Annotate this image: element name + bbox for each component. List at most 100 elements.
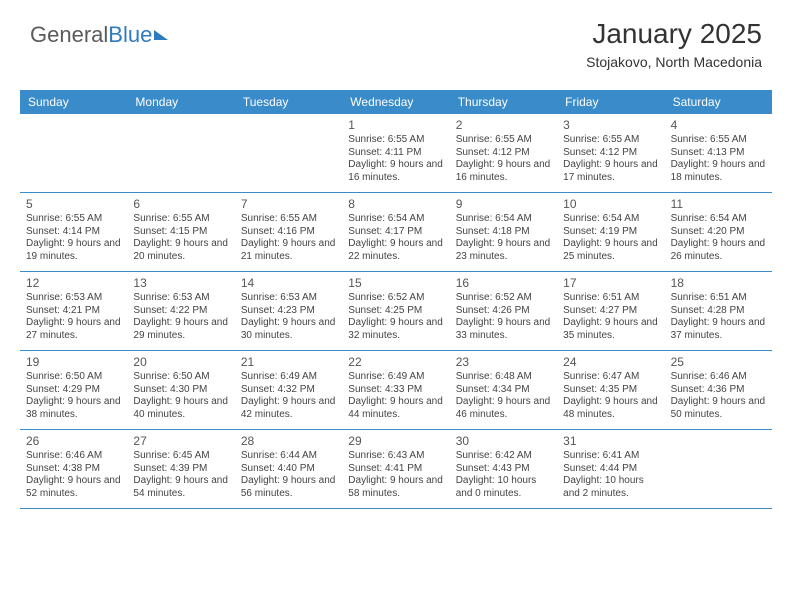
day-cell: 8Sunrise: 6:54 AMSunset: 4:17 PMDaylight… [342,193,449,271]
sunset-line: Sunset: 4:25 PM [348,305,443,318]
day-cell: 31Sunrise: 6:41 AMSunset: 4:44 PMDayligh… [557,430,664,508]
sunrise-line: Sunrise: 6:43 AM [348,450,443,463]
sunrise-line: Sunrise: 6:51 AM [563,292,658,305]
sunrise-line: Sunrise: 6:51 AM [671,292,766,305]
daylight-line: Daylight: 9 hours and 16 minutes. [456,159,551,184]
sunrise-line: Sunrise: 6:44 AM [241,450,336,463]
day-cell: 27Sunrise: 6:45 AMSunset: 4:39 PMDayligh… [127,430,234,508]
day-header: Thursday [450,90,557,114]
daylight-line: Daylight: 9 hours and 52 minutes. [26,475,121,500]
day-number: 19 [26,355,121,369]
sunset-line: Sunset: 4:14 PM [26,226,121,239]
sunset-line: Sunset: 4:18 PM [456,226,551,239]
day-number: 24 [563,355,658,369]
sunset-line: Sunset: 4:23 PM [241,305,336,318]
day-number: 16 [456,276,551,290]
daylight-line: Daylight: 9 hours and 38 minutes. [26,396,121,421]
daylight-line: Daylight: 9 hours and 18 minutes. [671,159,766,184]
daylight-line: Daylight: 9 hours and 54 minutes. [133,475,228,500]
week-row: 1Sunrise: 6:55 AMSunset: 4:11 PMDaylight… [20,114,772,193]
sunrise-line: Sunrise: 6:55 AM [241,213,336,226]
week-row: 26Sunrise: 6:46 AMSunset: 4:38 PMDayligh… [20,430,772,509]
day-number: 23 [456,355,551,369]
sunrise-line: Sunrise: 6:53 AM [133,292,228,305]
day-cell: 3Sunrise: 6:55 AMSunset: 4:12 PMDaylight… [557,114,664,192]
sunset-line: Sunset: 4:34 PM [456,384,551,397]
calendar: SundayMondayTuesdayWednesdayThursdayFrid… [20,90,772,509]
day-cell: 15 Sunrise: 6:52 AMSunset: 4:25 PMDayligh… [342,272,449,350]
day-number: 18 [671,276,766,290]
sunset-line: Sunset: 4:19 PM [563,226,658,239]
day-cell: 20Sunrise: 6:50 AMSunset: 4:30 PMDayligh… [127,351,234,429]
day-cell: 2Sunrise: 6:55 AMSunset: 4:12 PMDaylight… [450,114,557,192]
day-number: 30 [456,434,551,448]
sunrise-line: Sunrise: 6:55 AM [456,134,551,147]
sunrise-line: Sunrise: 6:41 AM [563,450,658,463]
day-cell: 23 Sunrise: 6:48 AMSunset: 4:34 PMDayligh… [450,351,557,429]
day-number: 26 [26,434,121,448]
sunrise-line: Sunrise: 6:55 AM [133,213,228,226]
day-number: 7 [241,197,336,211]
day-number: 17 [563,276,658,290]
day-cell: 22Sunrise: 6:49 AMSunset: 4:33 PMDayligh… [342,351,449,429]
day-number: 6 [133,197,228,211]
sunrise-line: Sunrise: 6:42 AM [456,450,551,463]
sunrise-line: Sunrise: 6:55 AM [348,134,443,147]
sunset-line: Sunset: 4:43 PM [456,463,551,476]
day-cell: 18Sunrise: 6:51 AMSunset: 4:28 PMDayligh… [665,272,772,350]
sunset-line: Sunset: 4:40 PM [241,463,336,476]
sunset-line: Sunset: 4:41 PM [348,463,443,476]
day-cell: 25Sunrise: 6:46 AMSunset: 4:36 PMDayligh… [665,351,772,429]
day-header: Friday [557,90,664,114]
daylight-line: Daylight: 9 hours and 16 minutes. [348,159,443,184]
day-header: Monday [127,90,234,114]
day-header: Tuesday [235,90,342,114]
daylight-line: Daylight: 9 hours and 23 minutes. [456,238,551,263]
sunset-line: Sunset: 4:15 PM [133,226,228,239]
daylight-line: Daylight: 9 hours and 30 minutes. [241,317,336,342]
sunset-line: Sunset: 4:17 PM [348,226,443,239]
day-cell: 11Sunrise: 6:54 AMSunset: 4:20 PMDayligh… [665,193,772,271]
daylight-line: Daylight: 9 hours and 44 minutes. [348,396,443,421]
sunset-line: Sunset: 4:20 PM [671,226,766,239]
sunrise-line: Sunrise: 6:52 AM [348,292,443,305]
sunset-line: Sunset: 4:12 PM [563,147,658,160]
day-number: 1 [348,118,443,132]
title-block: January 2025 Stojakovo, North Macedonia [586,18,762,70]
day-number: 9 [456,197,551,211]
week-row: 12Sunrise: 6:53 AMSunset: 4:21 PMDayligh… [20,272,772,351]
day-number: 5 [26,197,121,211]
month-year: January 2025 [586,18,762,50]
sunset-line: Sunset: 4:26 PM [456,305,551,318]
daylight-line: Daylight: 9 hours and 29 minutes. [133,317,228,342]
sunrise-line: Sunrise: 6:49 AM [241,371,336,384]
sunrise-line: Sunrise: 6:49 AM [348,371,443,384]
sunrise-line: Sunrise: 6:53 AM [26,292,121,305]
day-header: Saturday [665,90,772,114]
empty-cell [127,114,234,192]
day-number: 15 [348,276,443,290]
sunrise-line: Sunrise: 6:48 AM [456,371,551,384]
daylight-line: Daylight: 9 hours and 17 minutes. [563,159,658,184]
logo-triangle-icon [154,30,168,40]
daylight-line: Daylight: 9 hours and 32 minutes. [348,317,443,342]
day-number: 22 [348,355,443,369]
day-cell: 28Sunrise: 6:44 AMSunset: 4:40 PMDayligh… [235,430,342,508]
weeks-container: 1Sunrise: 6:55 AMSunset: 4:11 PMDaylight… [20,114,772,509]
sunrise-line: Sunrise: 6:55 AM [671,134,766,147]
sunset-line: Sunset: 4:16 PM [241,226,336,239]
logo-text-1: General [30,22,108,47]
sunrise-line: Sunrise: 6:46 AM [26,450,121,463]
empty-cell [20,114,127,192]
daylight-line: Daylight: 9 hours and 48 minutes. [563,396,658,421]
sunrise-line: Sunrise: 6:54 AM [563,213,658,226]
daylight-line: Daylight: 9 hours and 46 minutes. [456,396,551,421]
day-number: 14 [241,276,336,290]
day-cell: 7Sunrise: 6:55 AMSunset: 4:16 PMDaylight… [235,193,342,271]
sunrise-line: Sunrise: 6:50 AM [133,371,228,384]
day-number: 29 [348,434,443,448]
sunset-line: Sunset: 4:28 PM [671,305,766,318]
week-row: 5 Sunrise: 6:55 AM Sunset: 4:14 PM Daylight… [20,193,772,272]
day-cell: 9Sunrise: 6:54 AMSunset: 4:18 PMDaylight… [450,193,557,271]
sunrise-line: Sunrise: 6:53 AM [241,292,336,305]
